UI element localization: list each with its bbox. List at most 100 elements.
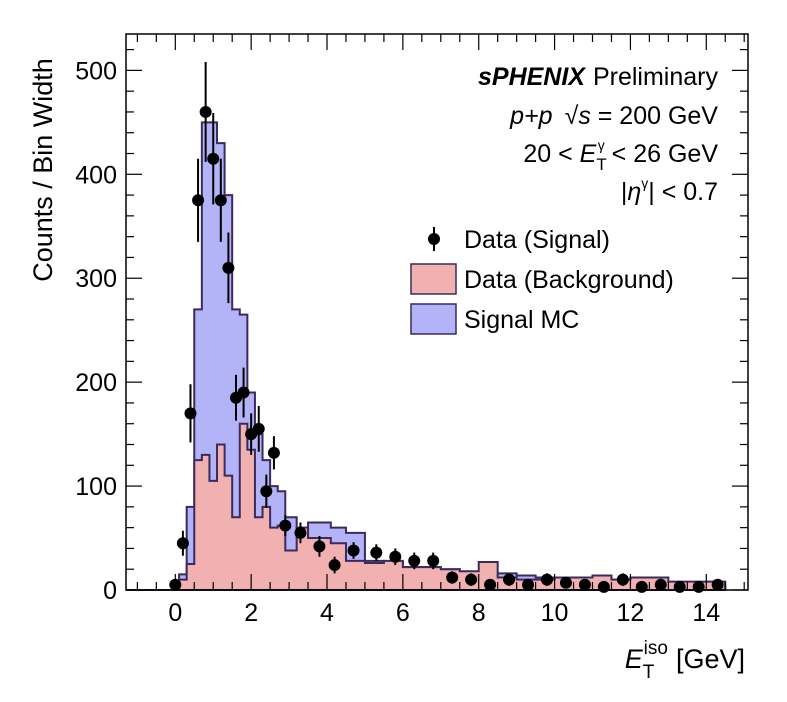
data-point bbox=[559, 576, 572, 589]
data-point bbox=[616, 573, 629, 586]
annotation-line1: sPHENIX Preliminary bbox=[478, 63, 719, 91]
data-point bbox=[199, 62, 212, 162]
data-point bbox=[408, 552, 421, 570]
energy-value: = 200 GeV bbox=[591, 102, 718, 130]
data-point bbox=[222, 232, 235, 304]
data-points-layer bbox=[169, 62, 724, 593]
et-sub: T bbox=[596, 155, 606, 174]
x-axis-title-sub: T bbox=[643, 662, 655, 683]
legend-background-label: Data (Background) bbox=[464, 266, 674, 294]
data-point bbox=[597, 580, 610, 593]
eta-range: | < 0.7 bbox=[648, 178, 718, 206]
legend-signal-label: Data (Signal) bbox=[464, 226, 610, 254]
data-point-marker bbox=[214, 194, 227, 207]
collision-label: p+p bbox=[509, 102, 553, 130]
x-tick-label: 2 bbox=[244, 599, 258, 627]
data-point-marker bbox=[294, 526, 307, 539]
data-point-marker bbox=[427, 554, 440, 567]
data-point bbox=[711, 578, 724, 591]
data-point bbox=[503, 573, 516, 586]
data-point bbox=[370, 544, 383, 561]
data-point-marker bbox=[192, 194, 205, 207]
data-point-marker bbox=[313, 540, 326, 553]
annotation-line2: p+p √s = 200 GeV bbox=[509, 102, 718, 130]
data-point-marker bbox=[408, 554, 421, 567]
data-point-marker bbox=[237, 386, 250, 399]
data-point bbox=[184, 384, 197, 443]
data-point-marker bbox=[370, 546, 383, 559]
annotation-line4: |ηγ| < 0.7 bbox=[621, 175, 718, 206]
data-point-marker bbox=[328, 559, 341, 572]
data-point bbox=[192, 158, 205, 242]
data-point bbox=[279, 515, 292, 536]
et-symbol: E bbox=[580, 140, 597, 168]
data-point-marker bbox=[207, 152, 220, 165]
data-point bbox=[578, 578, 591, 591]
data-point bbox=[328, 556, 341, 574]
y-tick-label: 0 bbox=[103, 577, 117, 605]
data-point-marker bbox=[176, 537, 189, 550]
data-point-marker bbox=[578, 578, 591, 591]
x-axis-title-unit: [GeV] bbox=[676, 644, 745, 674]
x-tick-label: 0 bbox=[168, 599, 182, 627]
data-point-marker bbox=[199, 105, 212, 118]
legend-item-mc: Signal MC bbox=[410, 303, 579, 335]
data-point-marker bbox=[267, 446, 280, 459]
data-point-marker bbox=[465, 573, 478, 586]
data-point-marker bbox=[692, 580, 705, 593]
x-axis-title-sup: iso bbox=[644, 638, 668, 659]
y-tick-label: 100 bbox=[75, 473, 117, 501]
y-tick-label: 500 bbox=[75, 57, 117, 85]
annotation-line3: 20 < ETγ < 26 GeV bbox=[523, 137, 718, 174]
sqrt-symbol: √ bbox=[565, 102, 579, 130]
legend-mc-label: Signal MC bbox=[464, 306, 579, 334]
data-point bbox=[214, 158, 227, 242]
data-point-marker bbox=[484, 578, 497, 591]
legend-background-swatch bbox=[410, 263, 457, 295]
y-tick-label: 300 bbox=[75, 265, 117, 293]
data-point bbox=[313, 535, 326, 557]
legend-item-signal: Data (Signal) bbox=[428, 226, 610, 254]
data-point bbox=[389, 548, 402, 566]
data-point-marker bbox=[279, 519, 292, 532]
eta-bar: | bbox=[621, 178, 628, 206]
et-range-low: 20 < bbox=[523, 140, 579, 168]
data-point-marker bbox=[559, 576, 572, 589]
data-point-marker bbox=[522, 578, 535, 591]
data-point bbox=[465, 573, 478, 586]
data-point-marker bbox=[446, 571, 459, 584]
data-point bbox=[176, 530, 189, 556]
data-point-marker bbox=[635, 580, 648, 593]
data-point bbox=[692, 580, 705, 593]
x-axis-title: ETiso [GeV] bbox=[625, 638, 745, 683]
data-point bbox=[207, 112, 220, 205]
data-point-marker bbox=[597, 580, 610, 593]
y-tick-label: 400 bbox=[75, 161, 117, 189]
legend: Data (Signal) Data (Background) Signal M… bbox=[410, 226, 674, 335]
data-point bbox=[635, 580, 648, 593]
data-point bbox=[540, 573, 553, 586]
data-point-marker bbox=[252, 422, 265, 435]
x-tick-label: 8 bbox=[472, 599, 486, 627]
eta-symbol: η bbox=[627, 178, 641, 206]
data-point bbox=[427, 552, 440, 570]
legend-item-background: Data (Background) bbox=[410, 263, 674, 295]
data-point bbox=[522, 578, 535, 591]
data-point-marker bbox=[616, 573, 629, 586]
data-point bbox=[446, 571, 459, 584]
data-point bbox=[260, 474, 273, 508]
data-point-marker bbox=[503, 573, 516, 586]
x-tick-label: 14 bbox=[692, 599, 720, 627]
data-point-marker bbox=[389, 550, 402, 563]
x-tick-label: 6 bbox=[396, 599, 410, 627]
data-point bbox=[484, 578, 497, 591]
data-point bbox=[252, 406, 265, 452]
et-range-high: < 26 GeV bbox=[605, 140, 719, 168]
brand-label: sPHENIX bbox=[478, 63, 586, 91]
data-point bbox=[654, 578, 667, 591]
legend-signal-marker bbox=[428, 233, 440, 245]
y-axis-title: Counts / Bin Width bbox=[28, 58, 58, 282]
status-label: Preliminary bbox=[593, 63, 719, 91]
series-data-background-area bbox=[171, 422, 727, 591]
